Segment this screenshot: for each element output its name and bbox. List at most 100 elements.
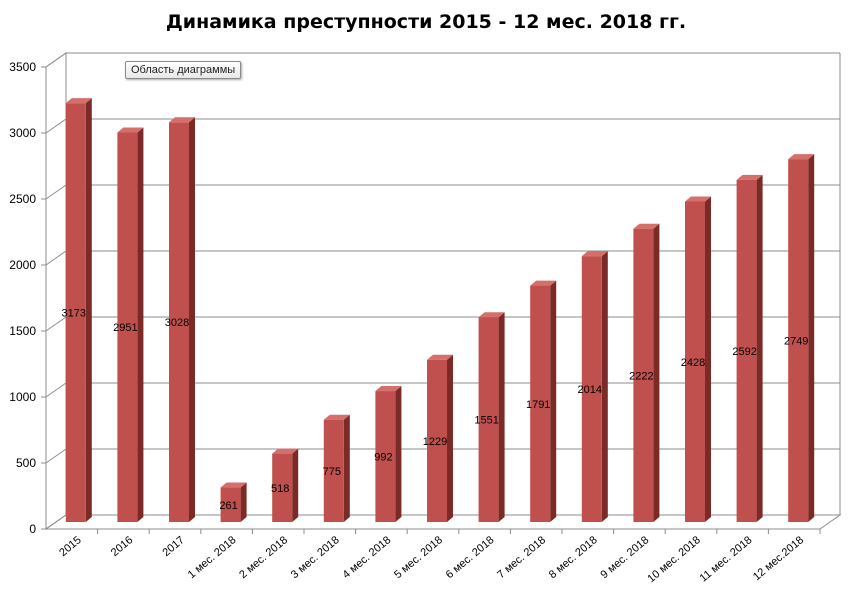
bar-side: [550, 280, 557, 522]
x-tick-label: 5 мес. 2018: [392, 534, 445, 581]
data-label: 1229: [423, 436, 447, 448]
bar-side: [189, 117, 195, 522]
x-tick-label: 9 мес. 2018: [598, 534, 651, 581]
x-tick-label: 2017: [160, 534, 186, 559]
bar: 3173: [62, 98, 92, 522]
bar-top: [633, 223, 660, 229]
bar: 2749: [784, 154, 815, 522]
bar-top: [427, 354, 453, 360]
data-label: 1791: [526, 399, 550, 411]
data-label: 775: [323, 466, 341, 478]
x-tick-label: 7 мес. 2018: [495, 534, 548, 581]
side-wall: [45, 52, 67, 530]
bar-top: [272, 448, 299, 454]
bar: 261: [219, 482, 247, 522]
data-label: 3028: [165, 317, 189, 329]
bar-top: [220, 482, 247, 488]
bar: 2428: [681, 196, 711, 522]
bar-top: [581, 251, 608, 257]
bar-top: [65, 98, 92, 104]
bar-front: [685, 201, 705, 522]
data-label: 2222: [629, 370, 653, 382]
bar-top: [169, 117, 195, 123]
x-tick-label: 10 мес. 2018: [645, 534, 703, 585]
gridline-side: [45, 250, 67, 266]
y-tick-label: 3500: [9, 60, 36, 74]
bar-top: [323, 414, 350, 420]
x-tick-label: 2016: [109, 534, 135, 559]
bar-front: [117, 132, 138, 522]
y-tick-label: 2000: [9, 258, 36, 272]
bar-front: [633, 228, 654, 523]
bar: 1791: [526, 280, 557, 522]
gridline-side: [45, 382, 67, 398]
gridline-side: [45, 184, 67, 200]
bar-front: [581, 256, 602, 522]
bar-front: [736, 179, 757, 522]
chart-title: Динамика преступности 2015 - 12 мес. 201…: [166, 11, 686, 33]
bar: 518: [271, 448, 299, 522]
bar: 1229: [423, 354, 453, 522]
x-tick-label: 11 мес. 2018: [698, 534, 755, 584]
bar-side: [808, 154, 815, 522]
y-tick-label: 1000: [9, 390, 36, 404]
bar-side: [292, 448, 299, 522]
bar-top: [736, 174, 763, 180]
bar-side: [395, 386, 402, 522]
gridline-side: [45, 514, 67, 530]
x-tick-label: 3 мес. 2018: [289, 534, 342, 581]
data-label: 2592: [732, 346, 756, 358]
gridline-side: [45, 448, 67, 464]
data-label: 2951: [113, 322, 137, 334]
bar-side: [240, 482, 247, 522]
data-label: 2014: [578, 384, 602, 396]
x-tick-label: 6 мес. 2018: [444, 534, 497, 581]
bar-top: [530, 280, 557, 286]
bar-front: [220, 487, 241, 522]
data-label: 518: [271, 483, 289, 495]
bar-top: [478, 312, 505, 318]
bar-top: [788, 154, 815, 160]
bar-front: [788, 159, 809, 522]
bar-side: [653, 223, 660, 523]
data-label: 2428: [681, 357, 705, 369]
bar-front: [375, 391, 396, 522]
bar-front: [478, 317, 499, 522]
bar-front: [169, 122, 189, 522]
bar-side: [498, 312, 505, 522]
bar-top: [685, 196, 711, 202]
bar: 775: [323, 414, 350, 522]
bar-side: [705, 196, 711, 522]
y-tick-label: 500: [16, 456, 36, 470]
gridline-side: [45, 118, 67, 134]
bar-front: [427, 359, 447, 522]
x-tick-label: 2015: [57, 534, 83, 559]
gridline-side: [45, 52, 67, 68]
bar-side: [85, 98, 92, 522]
bar-side: [447, 354, 453, 522]
x-tick-label: 8 мес. 2018: [547, 534, 600, 581]
bars: 3173 2951 3028 261 518 775 992 1229 1551 1791 2014…: [62, 98, 815, 523]
bar: 3028: [165, 117, 195, 522]
data-label: 2749: [784, 336, 808, 348]
bar-front: [530, 285, 551, 522]
bar-side: [343, 414, 350, 522]
bar-side: [756, 174, 763, 522]
data-label: 261: [219, 500, 237, 512]
data-label: 1551: [474, 415, 498, 427]
bar: 2014: [578, 251, 608, 523]
bar: 992: [374, 386, 402, 522]
chart-area-tooltip: Область диаграммы: [125, 61, 242, 79]
y-tick-label: 3000: [9, 126, 36, 140]
bar: 2222: [629, 223, 660, 523]
bar-front: [272, 453, 293, 522]
bar: 1551: [474, 312, 505, 522]
y-tick-label: 1500: [9, 324, 36, 338]
x-tick-label: 12 мес.2018: [751, 534, 806, 583]
bar: 2951: [113, 127, 144, 522]
bar-side: [137, 127, 144, 522]
y-axis: 0 500 1000 1500 2000 2500 3000 3500: [9, 60, 47, 536]
bar-front: [65, 103, 86, 522]
